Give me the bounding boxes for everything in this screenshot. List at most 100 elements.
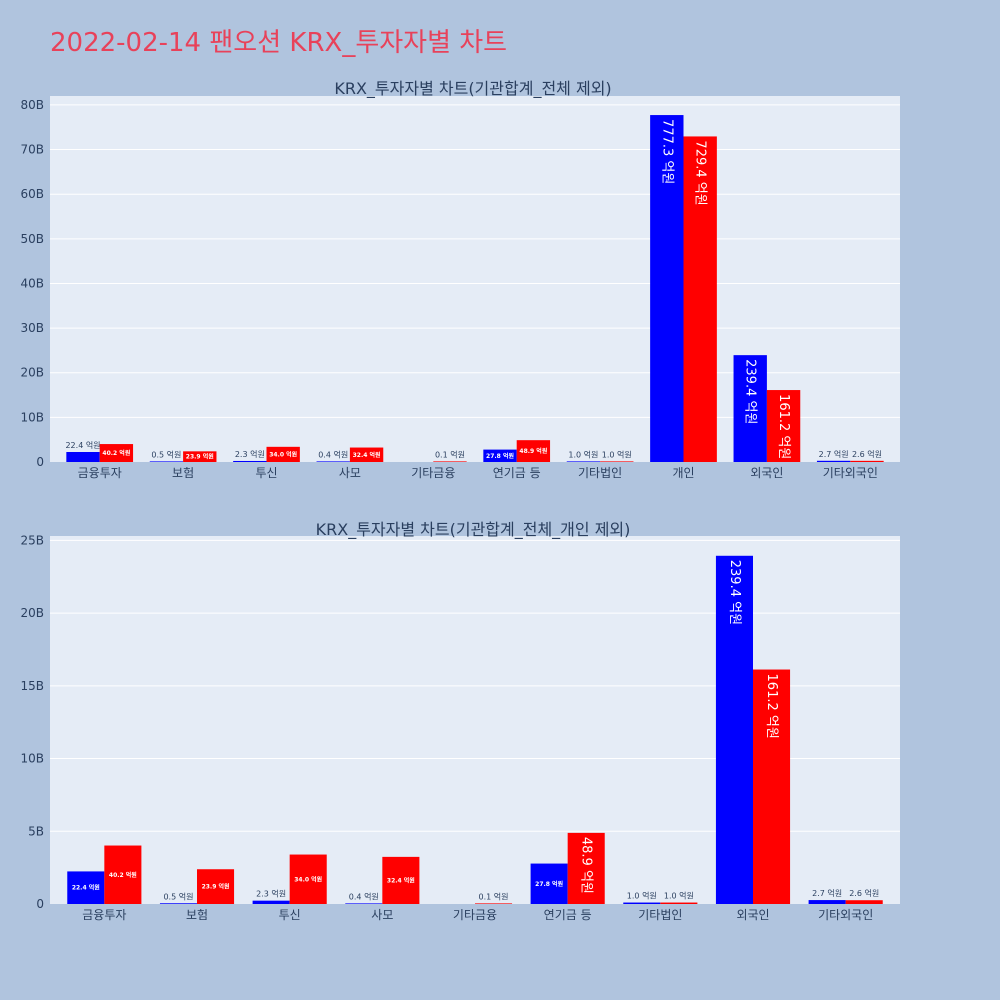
bar: [316, 461, 350, 462]
y-tick-label: 40B: [20, 276, 44, 290]
bar-data-label: 0.4 억원: [349, 891, 379, 901]
y-tick-label: 10B: [20, 752, 44, 766]
bar-data-label: 2.6 억원: [852, 449, 882, 459]
bar-data-label: 0.5 억원: [163, 891, 193, 901]
bar-data-label: 2.7 억원: [812, 888, 842, 898]
y-tick-label: 80B: [20, 98, 44, 112]
bar-data-label: 1.0 억원: [602, 449, 632, 459]
bar-data-label: 1.0 억원: [664, 891, 694, 901]
y-tick-label: 50B: [20, 232, 44, 246]
chart-title: KRX_투자자별 차트(기관합계_전체_개인 제외): [316, 520, 631, 540]
bar-data-label: 32.4 억원: [353, 451, 381, 459]
bar: [289, 854, 327, 904]
bar-data-label: 2.3 억원: [235, 449, 265, 459]
bar-data-label: 161.2 억원: [764, 674, 779, 739]
bar: [475, 903, 513, 904]
bar-data-label: 40.2 억원: [109, 871, 137, 879]
bar: [516, 440, 551, 462]
bar-data-label: 239.4 억원: [743, 359, 758, 424]
bar: [149, 461, 184, 462]
bar: [183, 451, 217, 462]
bar-data-label: 0.4 억원: [318, 449, 348, 459]
x-tick-label: 투신: [255, 466, 277, 480]
y-tick-label: 70B: [20, 143, 44, 157]
x-tick-label: 기타외국인: [823, 466, 878, 480]
y-tick-label: 25B: [20, 533, 44, 547]
bar-data-label: 161.2 억원: [776, 394, 791, 459]
y-tick-label: 20B: [20, 606, 44, 620]
bar-data-label: 2.6 억원: [849, 888, 879, 898]
y-tick-label: 15B: [20, 679, 44, 693]
bar: [266, 446, 300, 462]
x-tick-label: 외국인: [750, 466, 783, 480]
x-tick-label: 기타외국인: [818, 908, 873, 922]
y-tick-label: 0: [36, 897, 44, 911]
x-tick-label: 금융투자: [82, 908, 126, 922]
x-tick-label: 투신: [279, 908, 301, 922]
x-tick-label: 사모: [371, 908, 393, 922]
bar-data-label: 48.9 억원: [519, 447, 547, 455]
bar-data-label: 34.0 억원: [269, 450, 297, 458]
bar: [566, 461, 601, 462]
x-tick-label: 개인: [672, 466, 694, 480]
bar: [99, 444, 134, 462]
bar: [753, 669, 791, 904]
bar-data-label: 777.3 억원: [659, 119, 674, 184]
bar-data-label: 0.1 억원: [479, 891, 509, 901]
y-tick-label: 10B: [20, 410, 44, 424]
bar-data-label: 2.3 억원: [256, 889, 286, 899]
x-tick-label: 보험: [186, 908, 208, 922]
bar: [433, 461, 467, 462]
chart-title: KRX_투자자별 차트(기관합계_전체 제외): [334, 79, 611, 99]
bar: [623, 902, 661, 904]
bar: [252, 900, 290, 904]
bar: [104, 845, 142, 904]
bar-data-label: 1.0 억원: [627, 891, 657, 901]
x-tick-label: 보험: [172, 466, 194, 480]
bar: [816, 460, 851, 462]
bar: [67, 871, 105, 904]
x-tick-label: 사모: [339, 466, 361, 480]
bar-data-label: 239.4 억원: [727, 560, 742, 625]
bar-data-label: 27.8 억원: [535, 880, 563, 888]
bar: [845, 900, 883, 904]
bar-data-label: 40.2 억원: [102, 449, 130, 457]
bar: [766, 390, 801, 462]
bar-data-label: 0.1 억원: [435, 449, 465, 459]
bar: [808, 900, 846, 904]
y-tick-label: 5B: [28, 824, 44, 838]
bar: [530, 863, 568, 904]
x-tick-label: 기타금융: [453, 908, 497, 922]
bar: [349, 447, 384, 462]
x-tick-label: 금융투자: [78, 466, 122, 480]
bar-data-label: 27.8 억원: [486, 452, 514, 460]
x-tick-label: 기타법인: [638, 908, 682, 922]
x-tick-label: 연기금 등: [544, 908, 592, 922]
bar: [683, 136, 717, 462]
bar: [600, 461, 634, 462]
bar-data-label: 23.9 억원: [202, 883, 230, 891]
bar: [733, 355, 767, 462]
y-tick-label: 20B: [20, 366, 44, 380]
y-tick-label: 30B: [20, 321, 44, 335]
bar-data-label: 22.4 억원: [65, 440, 100, 450]
bar: [345, 903, 383, 904]
bar-data-label: 2.7 억원: [819, 449, 849, 459]
bar-data-label: 0.5 억원: [151, 449, 181, 459]
bar: [382, 856, 420, 904]
bar-data-label: 48.9 억원: [579, 837, 594, 894]
bar-data-label: 22.4 억원: [72, 884, 100, 892]
bar: [567, 832, 605, 904]
y-tick-label: 0: [36, 455, 44, 469]
bar: [650, 115, 684, 462]
bar-data-label: 34.0 억원: [294, 875, 322, 883]
bar-data-label: 32.4 억원: [387, 876, 415, 884]
bar: [850, 460, 884, 462]
y-tick-label: 60B: [20, 187, 44, 201]
page-title: 2022-02-14 팬오션 KRX_투자자별 차트: [50, 28, 508, 58]
bar: [715, 555, 753, 904]
bar: [483, 449, 517, 462]
bar: [159, 903, 197, 904]
